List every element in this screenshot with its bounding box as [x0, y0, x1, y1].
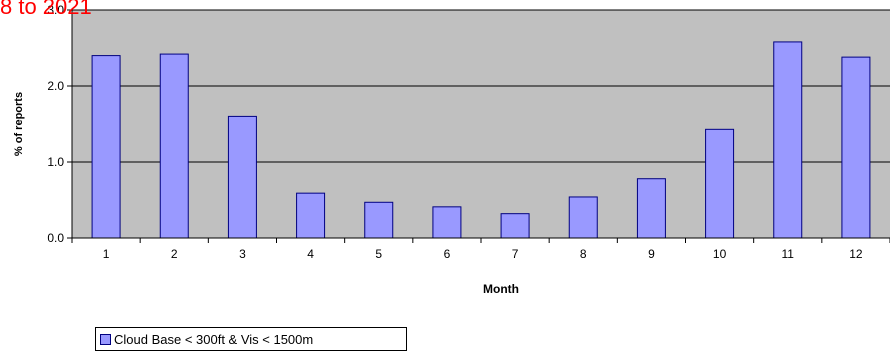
- bar-month-4: [296, 192, 326, 239]
- x-tick-label: 8: [580, 247, 587, 261]
- overlay-title: 8 to 2021: [0, 0, 92, 19]
- legend-swatch: [100, 333, 111, 345]
- x-tick-label: 7: [512, 247, 519, 261]
- bar-month-11: [773, 41, 803, 239]
- plot-area: [72, 10, 890, 238]
- bar-month-9: [636, 178, 666, 239]
- legend-label: Cloud Base < 300ft & Vis < 1500m: [114, 331, 314, 347]
- x-tick-label: 11: [782, 247, 795, 261]
- y-tick-label: 3.0: [47, 3, 64, 17]
- y-tick-label: 0.0: [47, 231, 64, 245]
- bar-month-7: [500, 213, 530, 239]
- x-tick-label: 5: [375, 247, 382, 261]
- y-ticks: 0.0 1.0 2.0 3.0: [47, 3, 72, 245]
- bar-month-6: [432, 206, 462, 239]
- x-tick-label: 6: [444, 247, 451, 261]
- x-tick-label: 1: [103, 247, 110, 261]
- x-tick-label: 2: [171, 247, 178, 261]
- x-tick-label: 9: [648, 247, 655, 261]
- bar-month-8: [568, 196, 598, 239]
- x-axis-label: Month: [483, 282, 519, 296]
- bar-month-5: [364, 201, 394, 239]
- y-tick-label: 1.0: [47, 155, 64, 169]
- x-tick-label: 4: [307, 247, 314, 261]
- gridlines: [72, 9, 890, 163]
- bar-month-10: [705, 128, 735, 239]
- x-tick-label: 12: [849, 247, 863, 261]
- bar-month-2: [159, 53, 189, 239]
- bar-month-3: [227, 115, 257, 239]
- x-ticks: 1 2 3 4 5 6 7 8 9 10 11 12: [71, 238, 890, 261]
- bar-month-1: [91, 55, 121, 239]
- x-tick-label: 10: [713, 247, 727, 261]
- y-axis-label: % of reports: [13, 92, 25, 156]
- x-tick-label: 3: [239, 247, 246, 261]
- bars: [91, 41, 871, 239]
- legend: Cloud Base < 300ft & Vis < 1500m: [95, 327, 407, 351]
- bar-month-12: [841, 56, 871, 239]
- y-tick-label: 2.0: [47, 79, 64, 93]
